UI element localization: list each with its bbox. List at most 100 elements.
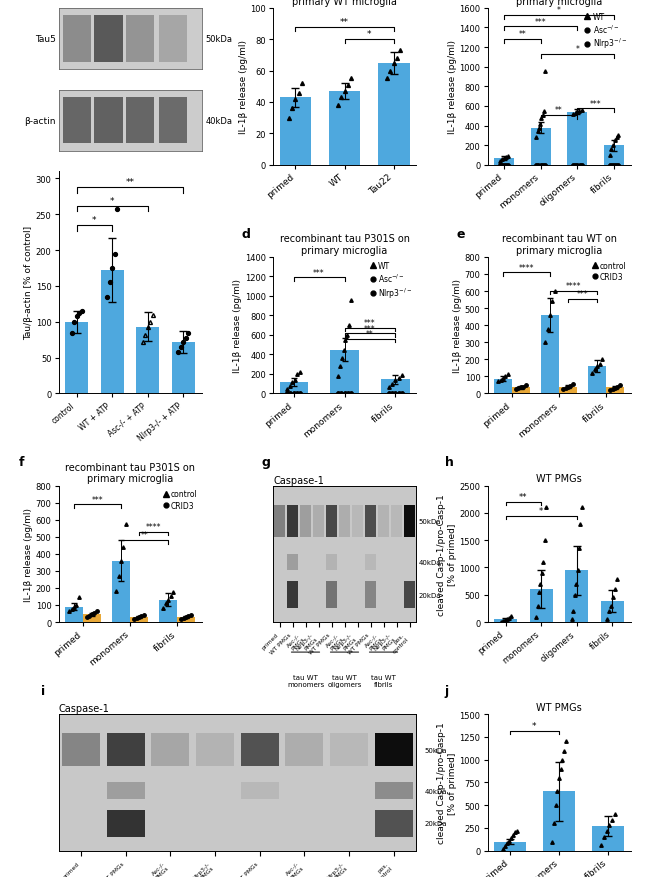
- Bar: [530, 128, 551, 166]
- Bar: [274, 505, 285, 538]
- Text: Tau5: Tau5: [34, 35, 56, 44]
- Bar: [543, 792, 575, 851]
- Bar: [352, 505, 363, 538]
- Text: ****: ****: [146, 523, 161, 531]
- Text: Caspase-1: Caspase-1: [273, 475, 324, 485]
- Title: brain homogenate on
primary WT microglia: brain homogenate on primary WT microglia: [292, 0, 397, 7]
- Text: ****: ****: [566, 282, 581, 291]
- Bar: [559, 387, 577, 394]
- Text: *: *: [532, 721, 537, 730]
- Bar: [494, 159, 514, 166]
- Y-axis label: Tau/β-actin [% of control]: Tau/β-actin [% of control]: [24, 226, 33, 340]
- Bar: [159, 97, 187, 144]
- Bar: [330, 733, 368, 766]
- Legend: control, CRID3: control, CRID3: [162, 489, 198, 510]
- Text: ***: ***: [535, 18, 547, 26]
- Bar: [280, 382, 307, 394]
- Legend: WT, Asc$^{-/-}$, Nlrp3$^{-/-}$: WT, Asc$^{-/-}$, Nlrp3$^{-/-}$: [584, 12, 627, 52]
- Bar: [151, 733, 189, 766]
- Text: ***: ***: [364, 319, 376, 328]
- Text: 50kDa: 50kDa: [425, 747, 447, 752]
- Text: cond. microglia medium on
primary neurons: cond. microglia medium on primary neuron…: [75, 492, 185, 511]
- Bar: [365, 554, 376, 571]
- Bar: [365, 581, 376, 609]
- Bar: [285, 733, 323, 766]
- Text: tau WT
monomers: tau WT monomers: [287, 674, 324, 688]
- Bar: [494, 380, 512, 394]
- Text: tau WT
oligomers: tau WT oligomers: [328, 674, 361, 688]
- Text: e: e: [456, 228, 465, 240]
- Bar: [172, 342, 195, 394]
- Legend: WT, Asc$^{-/-}$, Nlrp3$^{-/-}$: WT, Asc$^{-/-}$, Nlrp3$^{-/-}$: [370, 261, 412, 300]
- Bar: [240, 733, 279, 766]
- Bar: [130, 617, 148, 623]
- Bar: [107, 782, 144, 799]
- Text: *: *: [92, 216, 97, 225]
- Y-axis label: IL-1β release (pg/ml): IL-1β release (pg/ml): [453, 279, 462, 373]
- Bar: [494, 842, 526, 851]
- Text: β-actin: β-actin: [24, 117, 56, 125]
- Y-axis label: IL-1β release (pg/ml): IL-1β release (pg/ml): [233, 279, 242, 373]
- Text: ***: ***: [577, 289, 588, 299]
- Text: a: a: [32, 0, 41, 3]
- Text: tau WT
fibrils: tau WT fibrils: [371, 674, 396, 688]
- Bar: [541, 316, 559, 394]
- Bar: [62, 733, 100, 766]
- Bar: [374, 782, 413, 799]
- Title: WT PMGs: WT PMGs: [536, 702, 582, 712]
- Bar: [326, 581, 337, 609]
- Bar: [330, 350, 359, 394]
- Text: Caspase-1: Caspase-1: [58, 703, 109, 714]
- Y-axis label: IL-1β release (pg/ml): IL-1β release (pg/ml): [24, 507, 33, 601]
- Bar: [530, 589, 552, 623]
- Bar: [601, 602, 624, 623]
- Text: **: **: [366, 330, 374, 339]
- Title: recombinant tau P301S on
primary microglia: recombinant tau P301S on primary microgl…: [280, 234, 410, 255]
- Bar: [604, 146, 624, 166]
- Text: Tau5: Tau5: [58, 0, 79, 2]
- Bar: [365, 505, 376, 538]
- Bar: [592, 826, 624, 851]
- Bar: [240, 782, 279, 799]
- Text: j: j: [445, 684, 448, 697]
- Bar: [326, 554, 337, 571]
- Text: d: d: [242, 228, 250, 240]
- Bar: [391, 505, 402, 538]
- Bar: [112, 561, 130, 623]
- Bar: [566, 571, 588, 623]
- Title: recombinant tau WT on
primary microglia: recombinant tau WT on primary microglia: [502, 234, 616, 255]
- Bar: [177, 617, 195, 623]
- Title: recombinant tau WT on
primary microglia: recombinant tau WT on primary microglia: [502, 0, 616, 7]
- Bar: [588, 367, 606, 394]
- Bar: [374, 733, 413, 766]
- Bar: [107, 809, 144, 837]
- Text: ***: ***: [364, 324, 376, 333]
- Text: 50kDa: 50kDa: [206, 35, 233, 44]
- Bar: [136, 327, 159, 394]
- Bar: [404, 505, 415, 538]
- Text: 50kDa: 50kDa: [419, 518, 441, 524]
- Text: ****: ****: [519, 263, 534, 272]
- Bar: [83, 615, 101, 623]
- Bar: [326, 505, 337, 538]
- Text: 40kDa: 40kDa: [419, 560, 441, 566]
- Text: *: *: [110, 196, 114, 205]
- Bar: [404, 581, 415, 609]
- Text: 40kDa: 40kDa: [425, 788, 447, 794]
- Bar: [107, 733, 144, 766]
- Bar: [65, 607, 83, 623]
- Bar: [287, 554, 298, 571]
- Bar: [159, 16, 187, 62]
- Text: 20kDa: 20kDa: [425, 820, 447, 826]
- Bar: [63, 16, 92, 62]
- Bar: [287, 505, 298, 538]
- Bar: [94, 97, 123, 144]
- Bar: [378, 505, 389, 538]
- Bar: [125, 16, 154, 62]
- Bar: [512, 388, 530, 394]
- Text: **: **: [340, 18, 349, 27]
- Y-axis label: cleaved Casp-1/pro-Casp-1
[% of primed]: cleaved Casp-1/pro-Casp-1 [% of primed]: [437, 722, 457, 844]
- Title: recombinant tau P301S on
primary microglia: recombinant tau P301S on primary microgl…: [65, 462, 195, 484]
- Text: **: **: [519, 493, 528, 502]
- Bar: [94, 16, 123, 62]
